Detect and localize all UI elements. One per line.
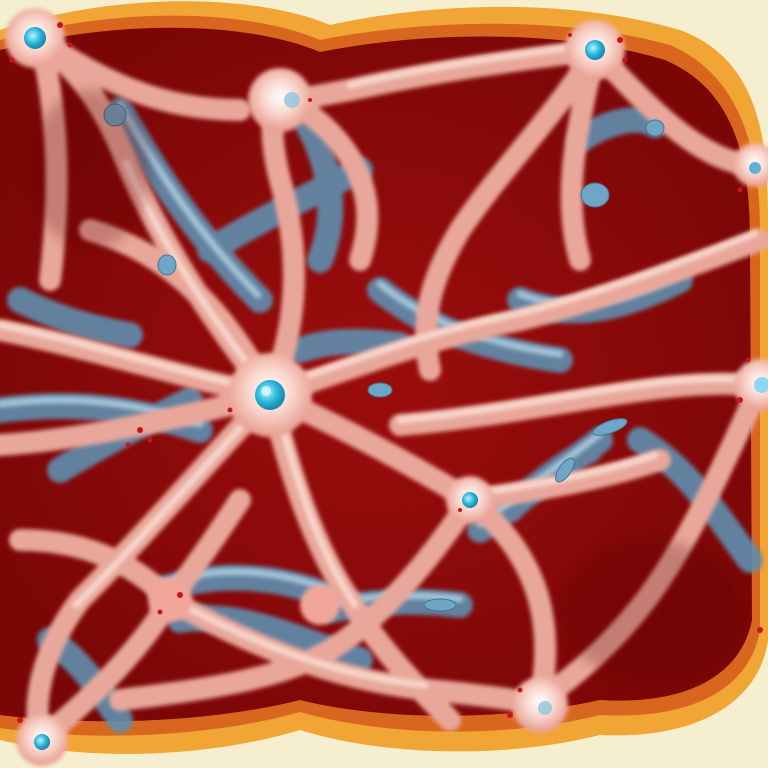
lower-left-neuron <box>148 578 192 622</box>
lower-center-neuron <box>300 585 340 625</box>
top-right-neuron <box>565 20 625 80</box>
bottom-left-neuron <box>16 714 68 766</box>
bottom-right-neuron <box>512 677 568 733</box>
central-neuron <box>228 353 312 437</box>
top-center-neuron <box>248 68 312 132</box>
middle-right-neuron <box>446 476 494 524</box>
